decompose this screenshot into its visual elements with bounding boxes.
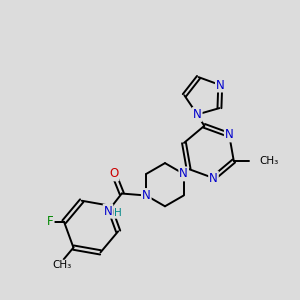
Text: N: N: [103, 205, 112, 218]
Text: N: N: [216, 79, 225, 92]
Text: H: H: [114, 208, 122, 218]
Text: CH₃: CH₃: [52, 260, 71, 270]
Text: N: N: [193, 108, 202, 121]
Text: N: N: [179, 167, 188, 180]
Text: F: F: [47, 215, 54, 228]
Text: O: O: [109, 167, 119, 180]
Text: N: N: [225, 128, 234, 141]
Text: N: N: [142, 189, 151, 202]
Text: N: N: [209, 172, 218, 184]
Text: CH₃: CH₃: [259, 156, 279, 166]
